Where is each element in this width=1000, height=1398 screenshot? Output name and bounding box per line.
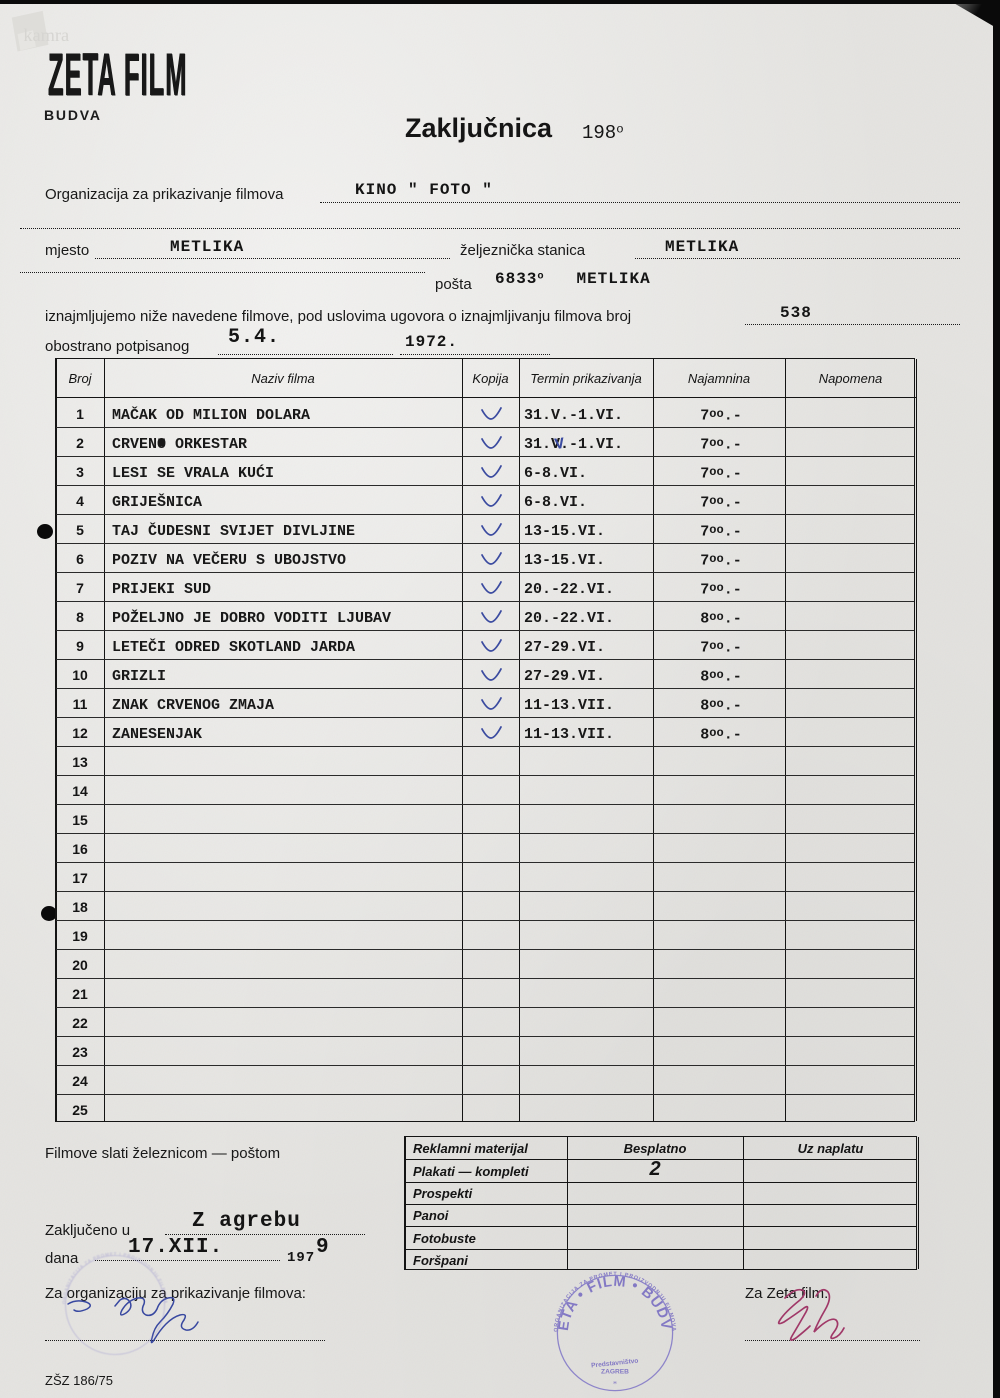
svg-text:ORGANIZACIJA ZA PROMET I PROIZ: ORGANIZACIJA ZA PROMET I PROIZVODNJU FIL…: [61, 1251, 168, 1304]
svg-text:Predstavništvo: Predstavništvo: [591, 1358, 639, 1370]
svg-text:kamra: kamra: [23, 25, 69, 45]
svg-text:*: *: [613, 1378, 617, 1388]
svg-text:ZAGREB: ZAGREB: [601, 1369, 629, 1376]
svg-text:ZETA • FILM • BUDVA: ZETA • FILM • BUDVA: [551, 1269, 674, 1332]
svg-text:V: V: [554, 435, 566, 454]
